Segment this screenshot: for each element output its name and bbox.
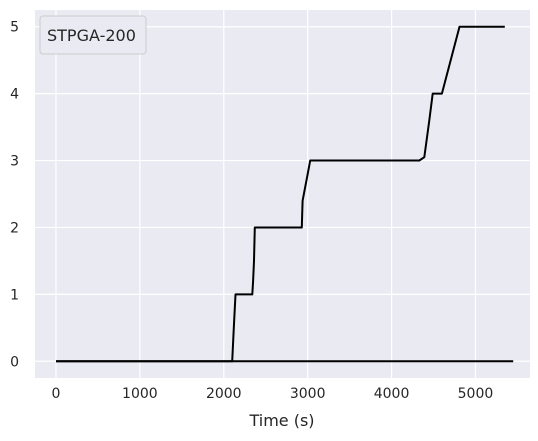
x-tick-label: 3000 [290, 386, 326, 402]
y-tick-label: 2 [10, 220, 19, 236]
legend-entry: STPGA-200 [47, 26, 136, 45]
x-tick-labels: 0 1000 2000 3000 4000 5000 [52, 386, 494, 402]
y-tick-label: 5 [10, 20, 19, 36]
y-tick-label: 0 [10, 354, 19, 370]
x-tick-label: 0 [52, 386, 61, 402]
y-tick-label: 4 [10, 87, 19, 103]
series-line-0 [56, 25, 505, 363]
x-tick-label: 1000 [122, 386, 158, 402]
legend: STPGA-200 [39, 15, 147, 55]
x-axis-label: Time (s) [248, 411, 314, 430]
y-tick-labels: 0 1 2 3 4 5 [10, 20, 19, 371]
plot-background [35, 10, 530, 378]
y-tick-label: 1 [10, 287, 19, 303]
legend-box [39, 15, 147, 55]
series-group [56, 25, 514, 363]
x-tick-label: 2000 [206, 386, 242, 402]
y-tick-label: 3 [10, 154, 19, 170]
x-tick-label: 5000 [458, 386, 494, 402]
x-tick-label: 4000 [374, 386, 410, 402]
